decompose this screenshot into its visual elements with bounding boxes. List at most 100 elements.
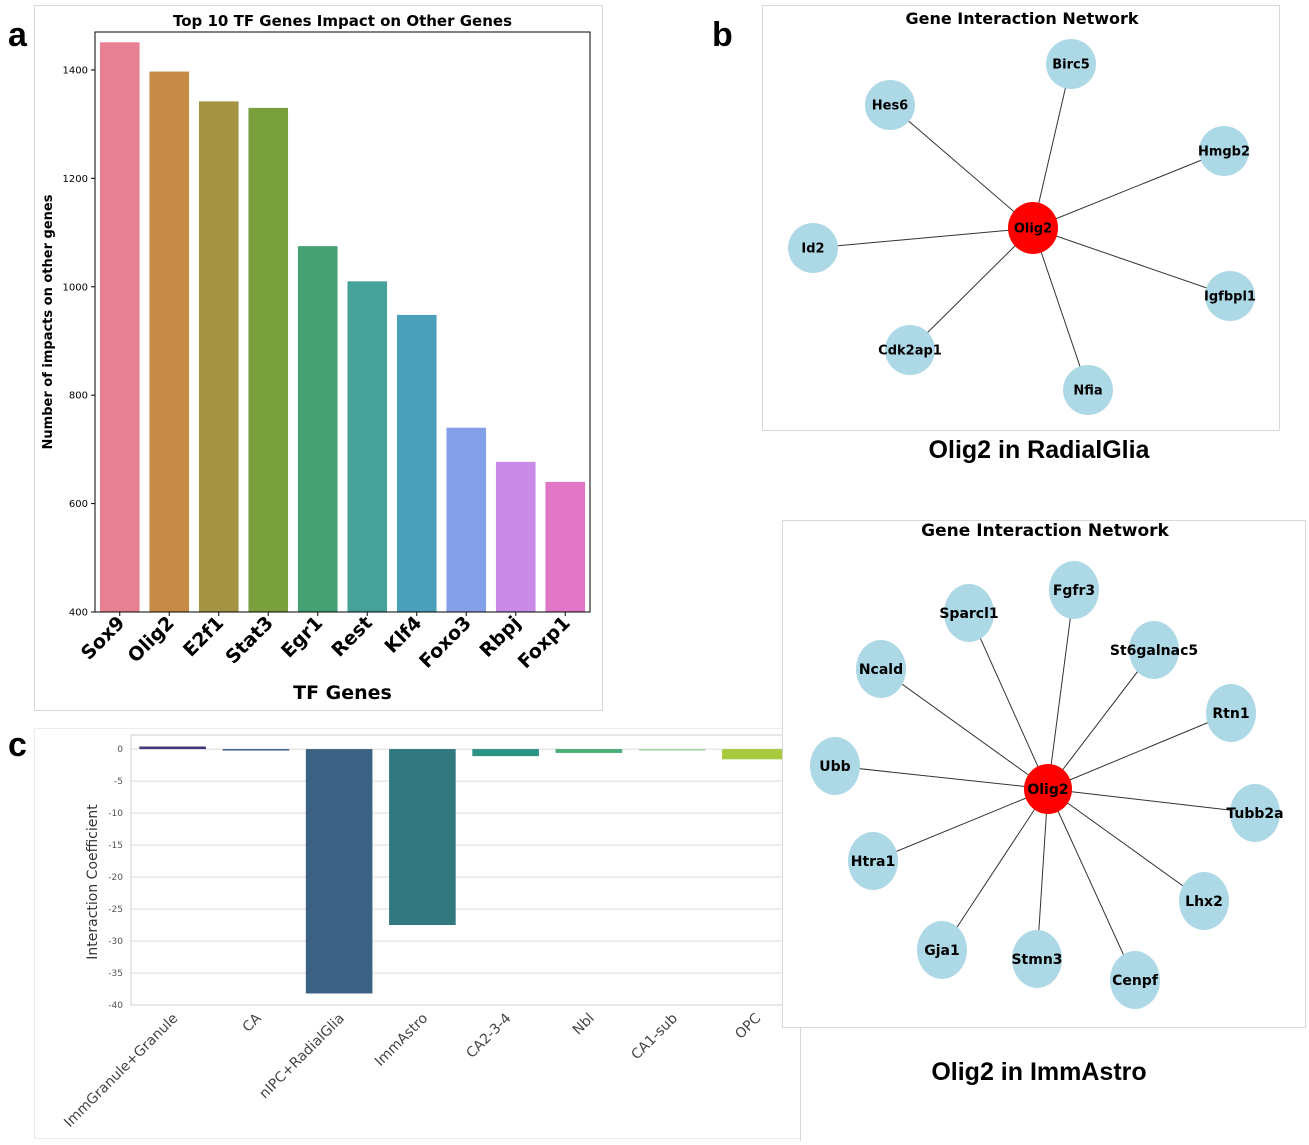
node-cdk2ap1 xyxy=(885,325,935,375)
node-ubb xyxy=(810,737,860,795)
x-tick-label-sox9: Sox9 xyxy=(77,612,129,664)
panel-label-b: b xyxy=(712,16,733,54)
bar-egr1 xyxy=(297,246,338,612)
y-tick-label: -30 xyxy=(108,937,123,947)
bar-e2f1 xyxy=(198,101,239,612)
x-tick-label-nbl: Nbl xyxy=(570,1011,598,1039)
node-id2 xyxy=(788,223,838,273)
node-nfia xyxy=(1063,365,1113,415)
node-label-lhx2: Lhx2 xyxy=(1185,894,1223,910)
network-title: Gene Interaction Network xyxy=(905,9,1138,28)
edge xyxy=(812,227,1034,249)
node-label-igfbpl1: Igfbpl1 xyxy=(1204,290,1256,305)
node-hmgb2 xyxy=(1199,126,1249,176)
y-tick-label: 0 xyxy=(117,745,123,755)
node-label-birc5: Birc5 xyxy=(1052,58,1090,73)
node-label-stmn3: Stmn3 xyxy=(1011,952,1062,968)
node-label-gja1: Gja1 xyxy=(924,943,959,959)
edge xyxy=(1032,227,1089,391)
edge xyxy=(872,788,1049,862)
node-label-rtn1: Rtn1 xyxy=(1212,706,1249,722)
hub-node-olig2 xyxy=(1024,764,1072,814)
node-label-hmgb2: Hmgb2 xyxy=(1198,145,1250,160)
bar-immgranule-granule xyxy=(139,746,206,750)
node-cenpf xyxy=(1110,951,1160,1009)
x-tick-label-egr1: Egr1 xyxy=(277,612,327,662)
edge xyxy=(968,612,1049,790)
bar-immastro xyxy=(389,749,456,926)
y-tick-label: 1400 xyxy=(63,65,88,76)
x-tick-label-ca: CA xyxy=(240,1010,265,1035)
x-tick-label-ca1-sub: CA1-sub xyxy=(628,1010,681,1063)
x-tick-label-rest: Rest xyxy=(327,612,376,661)
x-tick-label-foxo3: Foxo3 xyxy=(415,612,476,673)
hub-label: Olig2 xyxy=(1027,782,1068,798)
edge xyxy=(909,227,1034,351)
node-label-hes6: Hes6 xyxy=(872,99,908,114)
network-top-frame: Gene Interaction Network Birc5 Hes6 Hmgb2 Id… xyxy=(762,5,1280,431)
panel-label-c: c xyxy=(8,726,27,764)
node-stmn3 xyxy=(1012,930,1062,988)
y-tick-label: 1200 xyxy=(63,174,88,185)
node-label-nfia: Nfia xyxy=(1073,384,1102,399)
x-tick-label-stat3: Stat3 xyxy=(221,612,277,668)
network-bottom-frame: Gene Interaction Network Fgfr3 Sparcl1 St6g… xyxy=(782,520,1306,1028)
y-tick-label: -15 xyxy=(108,841,123,851)
chart-a-xlabel: TF Genes xyxy=(293,682,392,704)
node-label-id2: Id2 xyxy=(801,242,824,257)
chart-c-axes xyxy=(130,734,798,1006)
node-label-cdk2ap1: Cdk2ap1 xyxy=(878,344,942,359)
bar-ca1-sub xyxy=(638,749,706,751)
node-label-fgfr3: Fgfr3 xyxy=(1053,583,1095,599)
node-igfbpl1 xyxy=(1205,271,1255,321)
bar-foxo3 xyxy=(446,427,487,612)
y-tick-label: 800 xyxy=(69,391,88,402)
x-tick-label-ca2-3-4: CA2-3-4 xyxy=(463,1010,514,1061)
panel-c-frame: 0 -5 -10 -15 -20 -25 -30 -35 -40 ImmGranule+Granu… xyxy=(34,728,801,1139)
bar-rest xyxy=(347,281,388,612)
y-tick-label: -5 xyxy=(114,777,123,787)
hub-label: Olig2 xyxy=(1014,222,1052,237)
bar-stat3 xyxy=(248,107,289,612)
node-label-cenpf: Cenpf xyxy=(1112,973,1159,989)
node-label-tubb2a: Tubb2a xyxy=(1226,806,1283,822)
y-tick-label: -35 xyxy=(108,969,123,979)
chart-c-ylabel: Interaction Coefficient xyxy=(85,804,101,960)
edge xyxy=(1032,63,1072,229)
node-sparcl1 xyxy=(944,584,994,642)
tf-impact-bar-chart: Top 10 TF Genes Impact on Other Genes 400… xyxy=(41,12,591,704)
bar-sox9 xyxy=(99,42,140,612)
y-tick-label: -20 xyxy=(108,873,123,883)
chart-a-title: Top 10 TF Genes Impact on Other Genes xyxy=(173,12,512,30)
x-tick-label-foxp1: Foxp1 xyxy=(514,612,575,673)
node-label-htra1: Htra1 xyxy=(851,854,896,870)
bar-nbl xyxy=(555,749,623,753)
hub-node-olig2 xyxy=(1008,202,1058,254)
gene-network-immastro: Gene Interaction Network Fgfr3 Sparcl1 St6g… xyxy=(810,521,1284,1009)
x-tick-label-nipc-radialglia: nIPC+RadialGlia xyxy=(256,1011,348,1103)
y-tick-label: 400 xyxy=(69,608,88,619)
chart-a-ylabel: Number of impacts on other genes xyxy=(41,194,56,449)
edge xyxy=(1047,788,1205,902)
caption-bottom-frame xyxy=(800,1028,1306,1141)
panel-label-a: a xyxy=(8,16,27,54)
bar-klf4 xyxy=(396,314,437,612)
node-st6galnac5 xyxy=(1129,621,1179,679)
node-birc5 xyxy=(1046,39,1096,89)
bar-nipc-radialglia xyxy=(305,749,373,994)
x-tick-label-immgranule-granule: ImmGranule+Granule xyxy=(61,1011,181,1131)
bar-ca xyxy=(222,749,290,751)
y-tick-label: -40 xyxy=(108,1001,123,1011)
y-tick-label: 600 xyxy=(69,499,88,510)
node-fgfr3 xyxy=(1049,561,1099,619)
bar-rbpj xyxy=(495,461,536,612)
gene-network-radialglia: Gene Interaction Network Birc5 Hes6 Hmgb2 Id… xyxy=(788,9,1256,415)
edge xyxy=(1032,150,1225,229)
network-bottom-caption: Olig2 in ImmAstro xyxy=(931,1058,1147,1086)
edge xyxy=(941,788,1049,951)
x-tick-label-olig2: Olig2 xyxy=(124,612,179,667)
y-tick-label: 1000 xyxy=(63,282,88,293)
node-ncald xyxy=(856,640,906,698)
edge xyxy=(1047,788,1256,814)
chart-a-axes xyxy=(94,31,591,613)
